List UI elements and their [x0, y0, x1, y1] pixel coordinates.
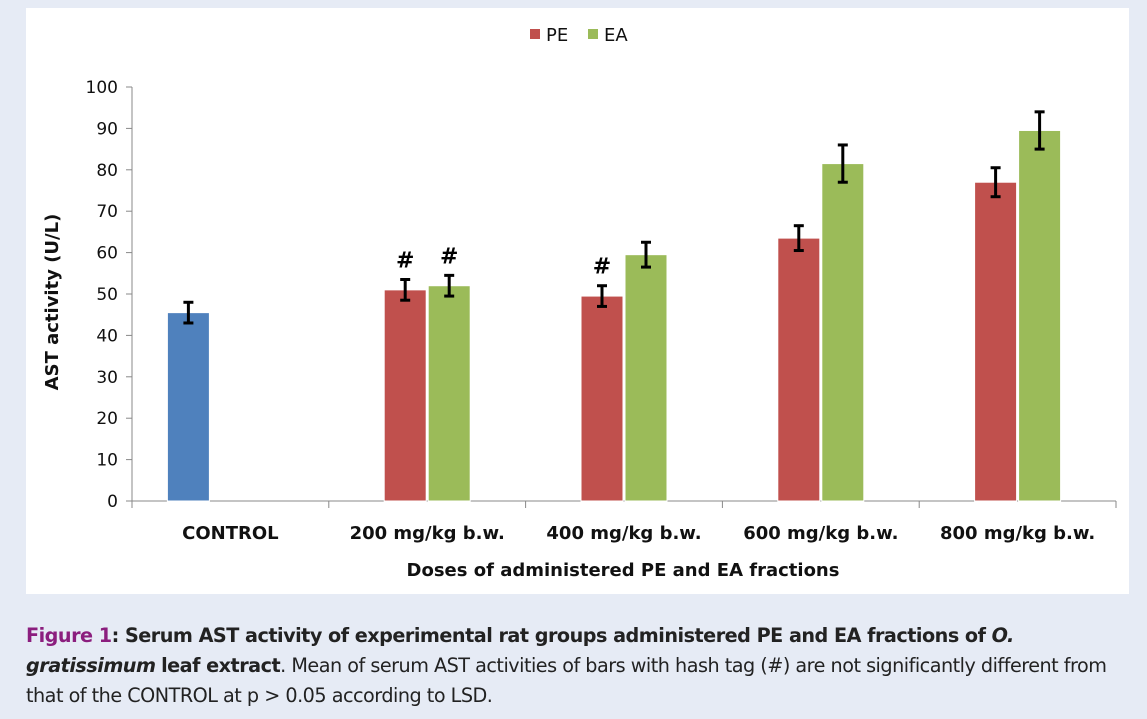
caption-species: O. gratissimum [26, 624, 1014, 677]
y-axis-label: AST activity (U/L) [42, 214, 63, 391]
y-tick-label: 60 [96, 244, 118, 264]
x-tick-label: 600 mg/kg b.w. [743, 523, 898, 544]
caption-title: Serum AST activity of experimental rat g… [124, 624, 992, 647]
x-axis-label: Doses of administered PE and EA fraction… [407, 560, 840, 581]
x-tick-label: 400 mg/kg b.w. [546, 523, 701, 544]
bar-ea [821, 163, 865, 502]
bar-control [166, 312, 210, 502]
caption-body: . Mean of serum AST activities of bars w… [26, 654, 1107, 707]
bar-ea [1018, 129, 1062, 502]
chart-legend: PE EA [530, 25, 628, 46]
y-tick-label: 30 [96, 368, 118, 388]
bar-pe [383, 289, 427, 502]
caption-title-end: leaf extract [161, 654, 281, 677]
bar-pe [580, 295, 624, 502]
bar-pe [777, 237, 821, 502]
legend-label-ea: EA [604, 25, 628, 46]
y-tick-label: 70 [96, 202, 118, 222]
y-tick-label: 20 [96, 409, 118, 429]
significance-mark: # [593, 255, 611, 280]
bar-pe [974, 181, 1018, 502]
figure-caption: Figure 1: Serum AST activity of experime… [26, 621, 1136, 711]
legend-label-pe: PE [546, 25, 568, 46]
legend-swatch-pe [530, 29, 540, 39]
figure-label: Figure 1 [26, 624, 112, 647]
bar-ea [427, 285, 471, 502]
y-tick-label: 50 [96, 285, 118, 305]
significance-mark: # [396, 249, 414, 274]
x-tick-label: 800 mg/kg b.w. [940, 523, 1095, 544]
y-tick-label: 10 [96, 451, 118, 471]
x-tick-label: 200 mg/kg b.w. [350, 523, 505, 544]
chart-axes: 0 10 20 30 40 50 60 70 80 90 100 CONTROL 200 mg/kg b… [86, 78, 1117, 544]
bar-ea [624, 254, 668, 502]
x-tick-label: CONTROL [182, 523, 279, 544]
bar-chart: 0 10 20 30 40 50 60 70 80 90 100 CONTROL 200 mg/kg b… [42, 25, 1117, 581]
chart-panel: 0 10 20 30 40 50 60 70 80 90 100 CONTROL 200 mg/kg b… [26, 8, 1129, 594]
y-tick-label: 80 [96, 161, 118, 181]
legend-swatch-ea [588, 29, 598, 39]
y-tick-label: 90 [96, 119, 118, 139]
y-tick-label: 40 [96, 326, 118, 346]
y-tick-label: 100 [86, 78, 118, 98]
significance-mark: # [440, 244, 458, 269]
y-tick-label: 0 [107, 492, 118, 512]
chart-bars: # # # [166, 110, 1062, 502]
caption-separator: : [111, 624, 125, 647]
